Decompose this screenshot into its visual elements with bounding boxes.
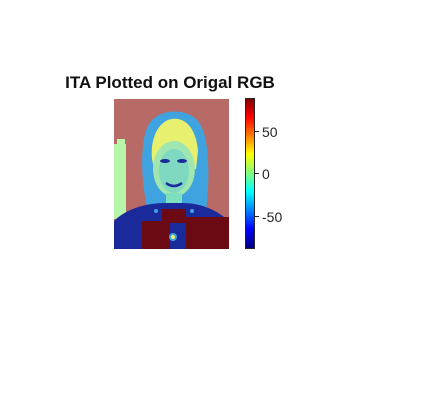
colorbar-tick	[255, 173, 259, 174]
highlight-patch	[114, 144, 126, 219]
eye-left	[160, 159, 170, 163]
dark-region	[142, 221, 170, 249]
collar-dot	[154, 209, 158, 213]
plot-title: ITA Plotted on Origal RGB	[65, 73, 275, 92]
dark-region	[186, 217, 229, 249]
colorbar-tick-label: -50	[262, 209, 283, 225]
dark-region	[162, 209, 186, 223]
highlight-patch	[117, 139, 125, 147]
colorbar-tick	[255, 131, 259, 132]
colorbar-tick	[255, 216, 259, 217]
mouth	[165, 181, 183, 188]
colorbar	[245, 98, 255, 249]
colorbar-tick-label: 0	[262, 166, 270, 182]
ita-image	[114, 99, 229, 249]
pendant-center	[171, 235, 175, 239]
colorbar-tick-label: 50	[262, 124, 278, 140]
collar-dot	[190, 209, 194, 213]
eye-right	[177, 159, 187, 163]
